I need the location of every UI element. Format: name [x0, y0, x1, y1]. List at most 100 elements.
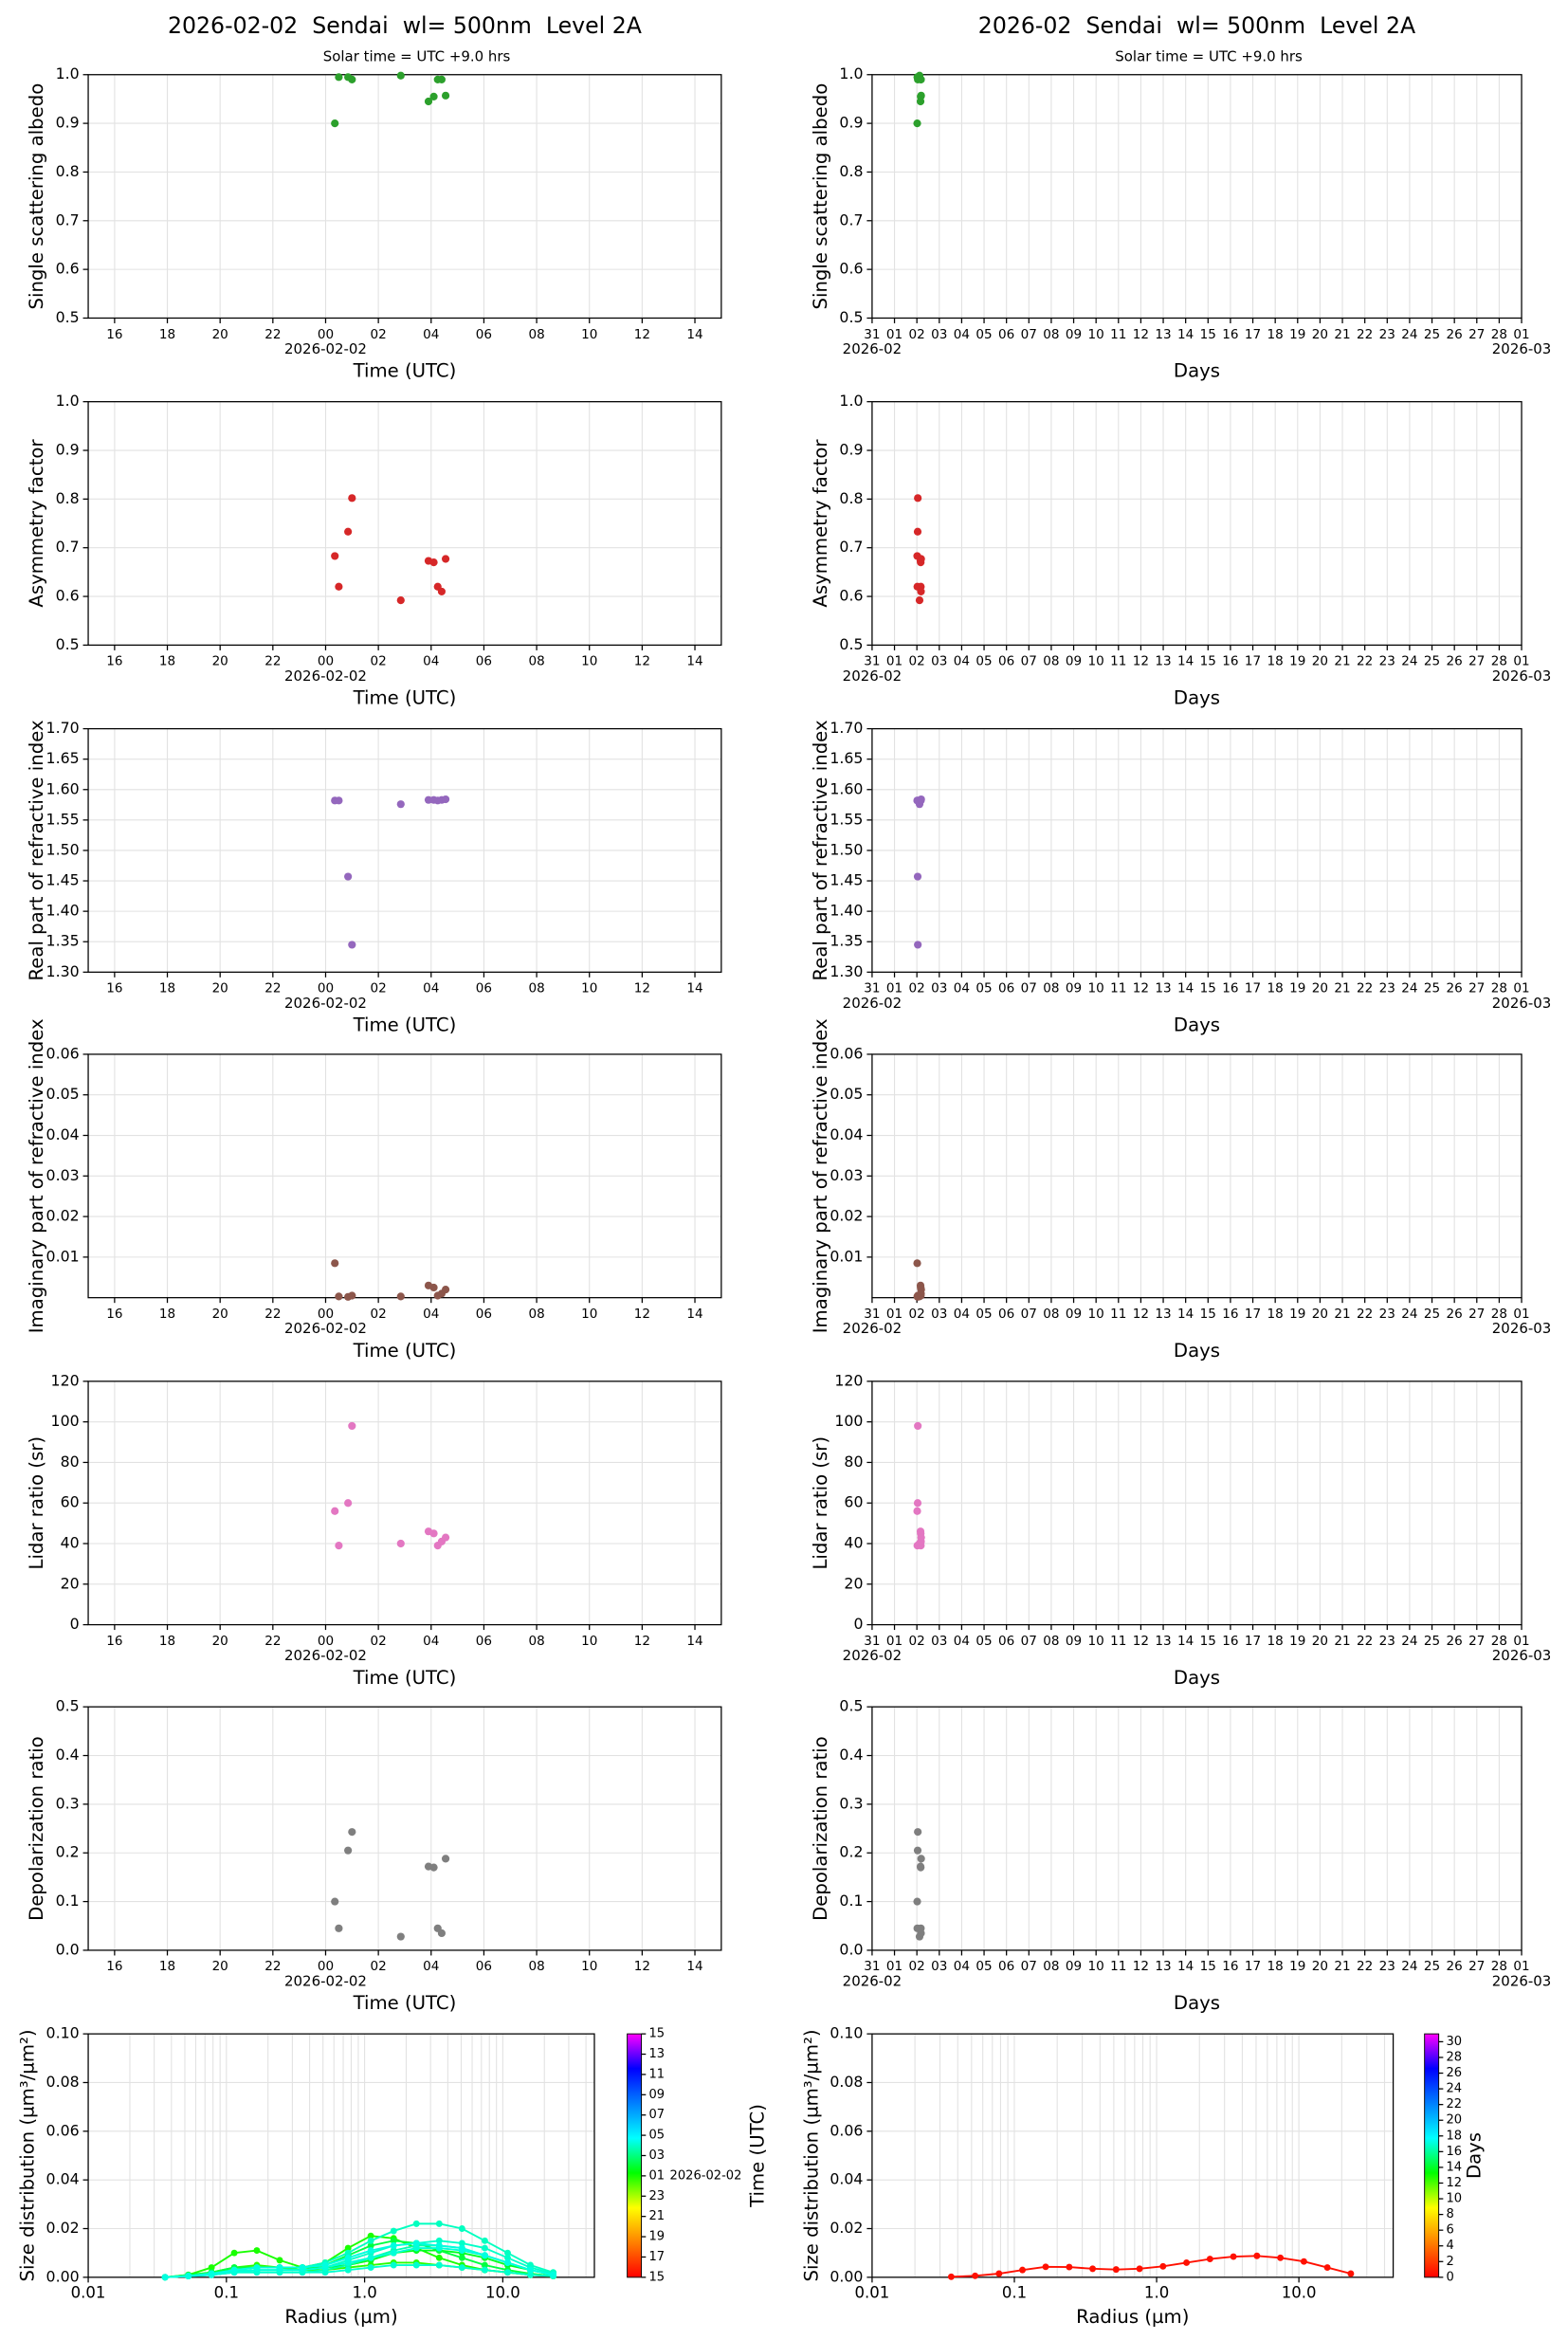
y-tick-label: 0.01: [46, 1247, 80, 1265]
x-tick-label: 20: [212, 1307, 228, 1322]
x-tick-label: 14: [686, 654, 702, 669]
y-tick-label: 1.0: [56, 64, 80, 82]
x-tick-label: 18: [159, 1634, 175, 1649]
x-tick-label: 31: [864, 1634, 880, 1649]
data-point: [331, 1897, 339, 1906]
size-point: [1066, 2263, 1073, 2271]
x-tick-label: 21: [1334, 1634, 1350, 1649]
data-point: [913, 1507, 921, 1515]
x-tick-label: 28: [1491, 1959, 1507, 1974]
size-point: [276, 2264, 283, 2272]
x-tick-label: 28: [1491, 981, 1507, 996]
x-tick-label: 03: [931, 1959, 947, 1974]
x-tick-label: 11: [1110, 654, 1126, 669]
x-tick-label: 08: [1043, 1959, 1059, 1974]
size-point: [481, 2244, 488, 2252]
y-tick-label: 0.9: [56, 441, 80, 459]
x-date-label: 2026-02-02: [284, 1320, 367, 1337]
size-point: [253, 2264, 261, 2272]
x-date-label: 2026-03: [1492, 667, 1551, 685]
x-tick-label: 08: [528, 327, 544, 342]
x-tick-label: 18: [1267, 327, 1284, 342]
colorbar-tick-label: 15: [648, 2270, 665, 2284]
y-tick-label: 0.4: [839, 1746, 863, 1764]
y-tick-label: 0.02: [46, 2219, 80, 2237]
size-point: [527, 2266, 534, 2274]
x-date-label: 2026-03: [1492, 340, 1551, 357]
data-point: [396, 71, 405, 80]
chart-title: 2026-02 Sendai wl= 500nm Level 2A: [978, 12, 1415, 39]
x-tick-label: 10: [1088, 654, 1104, 669]
y-tick-label: 1.65: [830, 749, 863, 767]
x-tick-label: 0.1: [214, 2284, 239, 2302]
x-tick-label: 15: [1200, 1307, 1216, 1322]
plot-frame: [871, 74, 1522, 320]
size-point: [185, 2273, 192, 2280]
x-tick-label: 23: [1379, 981, 1395, 996]
size-point: [276, 2257, 283, 2264]
x-tick-label: 21: [1334, 1307, 1350, 1322]
x-tick-label: 14: [1177, 1959, 1194, 1974]
size-point: [1089, 2265, 1097, 2273]
x-tick-label: 00: [318, 1959, 334, 1974]
data-point: [917, 587, 925, 596]
colorbar-tick-label: 18: [1447, 2129, 1463, 2143]
size-point: [367, 2242, 374, 2249]
x-tick-label: 18: [159, 1959, 175, 1974]
y-tick-label: 0.7: [839, 210, 863, 229]
y-tick-label: 0.05: [830, 1085, 863, 1103]
x-tick-label: 02: [371, 981, 387, 996]
size-point: [321, 2269, 329, 2276]
x-tick-label: 16: [106, 654, 122, 669]
x-tick-label: 09: [1066, 1307, 1082, 1322]
x-tick-label: 02: [909, 981, 925, 996]
x-tick-label: 18: [1267, 1959, 1284, 1974]
data-point: [913, 1897, 921, 1906]
x-tick-label: 14: [1177, 327, 1194, 342]
size-point: [367, 2237, 374, 2244]
size-point: [1042, 2263, 1049, 2271]
x-axis-label: Time (UTC): [353, 687, 457, 709]
colorbar-tick-label: 03: [648, 2148, 665, 2163]
y-tick-label: 60: [844, 1493, 863, 1511]
y-tick-label: 1.30: [46, 962, 80, 980]
y-tick-label: 0.1: [56, 1892, 80, 1910]
x-axis-label: Time (UTC): [353, 360, 457, 382]
x-date-label: 2026-02: [843, 995, 902, 1012]
plot-frame: [87, 401, 722, 647]
y-tick-label: 0.0: [56, 1940, 80, 1958]
y-tick-label: 0.10: [46, 2024, 80, 2042]
x-tick-label: 26: [1447, 654, 1463, 669]
y-tick-label: 1.55: [830, 810, 863, 828]
data-point: [424, 97, 433, 106]
x-tick-label: 22: [1357, 1307, 1373, 1322]
x-tick-label: 27: [1468, 1307, 1485, 1322]
x-tick-label: 13: [1155, 654, 1171, 669]
x-tick-label: 05: [975, 1959, 992, 1974]
x-tick-label: 27: [1468, 1634, 1485, 1649]
size-point: [435, 2237, 443, 2244]
data-point: [437, 587, 447, 596]
size-point: [995, 2270, 1003, 2277]
x-tick-label: 17: [1245, 327, 1261, 342]
x-tick-label: 01: [886, 654, 903, 669]
plot-frame: [87, 1053, 722, 1299]
x-tick-label: 12: [634, 654, 650, 669]
y-tick-label: 0.2: [56, 1843, 80, 1861]
x-tick-label: 09: [1066, 981, 1082, 996]
size-point: [1300, 2258, 1307, 2265]
x-tick-label: 24: [1401, 1634, 1417, 1649]
x-tick-label: 20: [212, 1959, 228, 1974]
x-tick-label: 09: [1066, 1634, 1082, 1649]
colorbar-tick-label: 22: [1447, 2097, 1463, 2111]
x-tick-label: 20: [212, 654, 228, 669]
y-tick-label: 120: [51, 1371, 80, 1389]
chart-title: 2026-02-02 Sendai wl= 500nm Level 2A: [168, 12, 642, 39]
data-point: [913, 1499, 922, 1508]
data-point: [429, 1529, 438, 1538]
x-tick-label: 02: [909, 1307, 925, 1322]
x-tick-label: 22: [264, 654, 281, 669]
size-point: [1323, 2264, 1331, 2272]
x-tick-label: 14: [1177, 1307, 1194, 1322]
y-tick-label: 1.65: [46, 749, 80, 767]
